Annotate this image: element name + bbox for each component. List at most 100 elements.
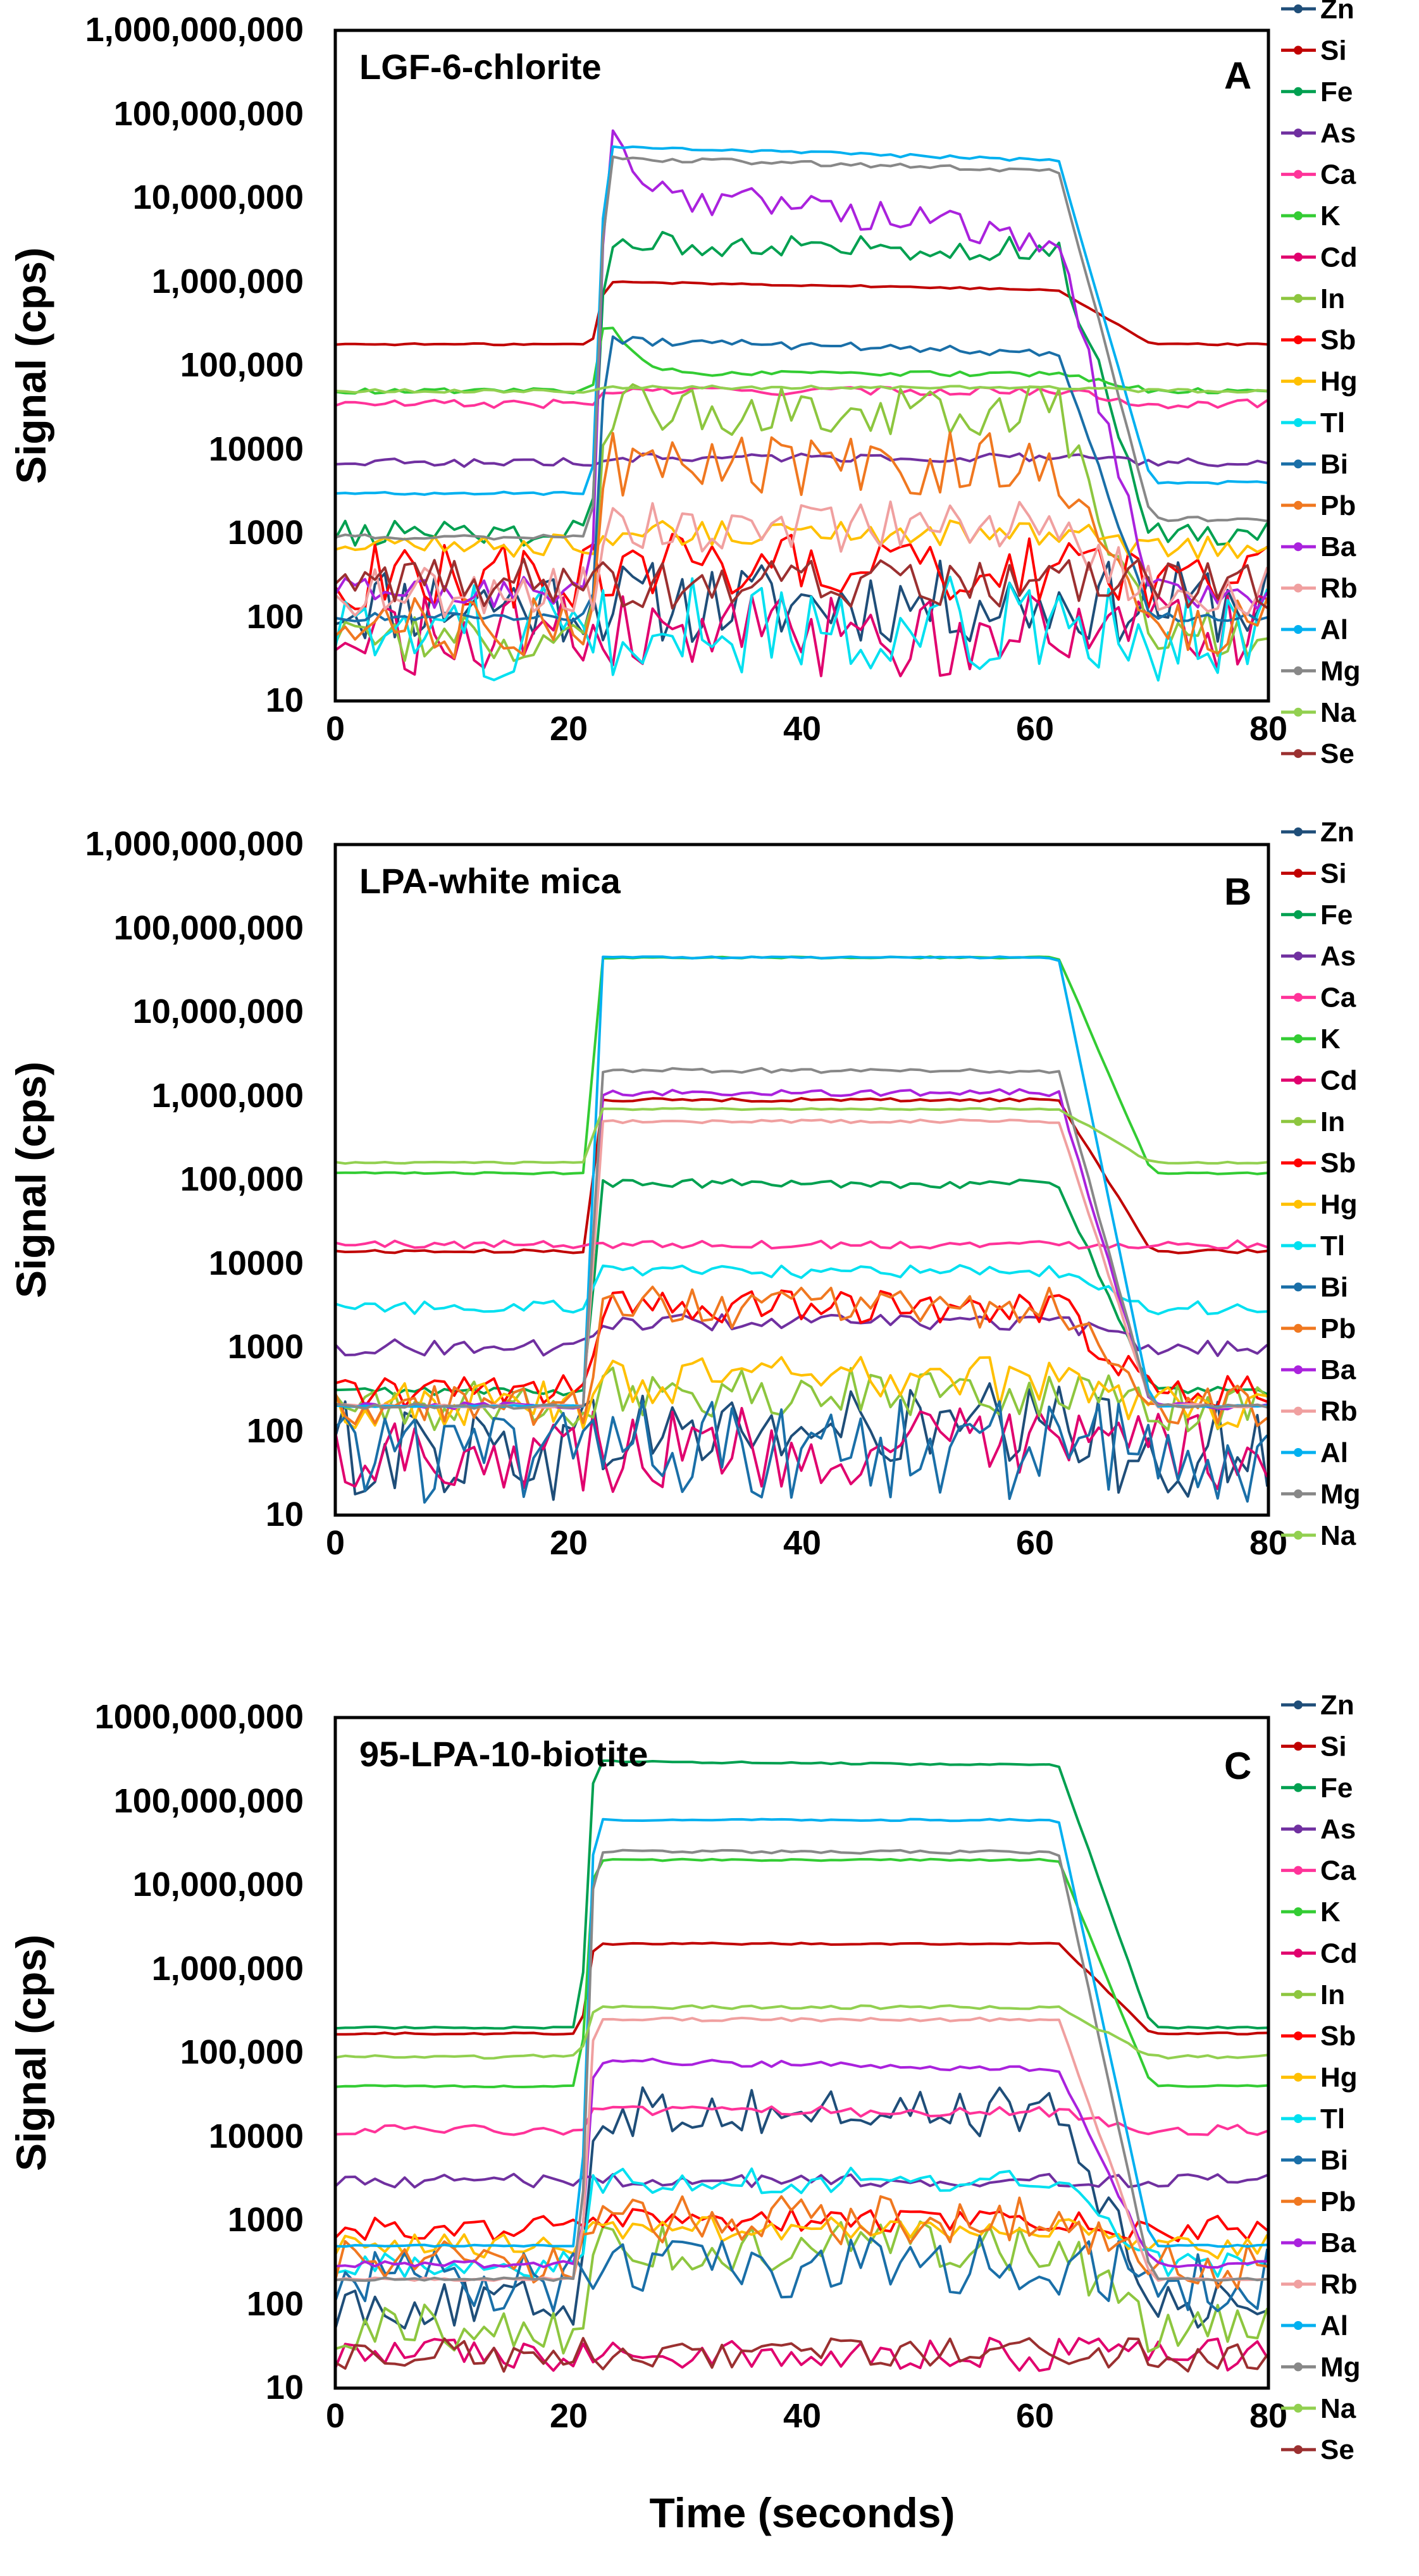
legend-item-rb: Rb: [1281, 2269, 1358, 2300]
legend-label: Zn: [1320, 1690, 1354, 1721]
legend-marker: [1294, 869, 1303, 878]
legend-item-na: Na: [1281, 2393, 1356, 2424]
legend-label: Se: [1320, 738, 1354, 769]
panel-c-legend: Zn Si Fe As Ca K Cd In Sb Hg Tl Bi Pb Ba Rb Al Mg Na Se: [1281, 1690, 1361, 2465]
legend-marker: [1294, 2362, 1303, 2372]
legend-item-as: As: [1281, 941, 1356, 972]
y-tick-label: 10,000,000: [133, 1866, 304, 1904]
legend-marker: [1294, 418, 1303, 427]
legend-marker: [1294, 2196, 1303, 2206]
legend-item-fe: Fe: [1281, 1773, 1353, 1804]
legend-marker: [1294, 993, 1303, 1002]
panel-c-y-axis: 10 100 1000 10000 100,000 1,000,000 10,0…: [95, 1698, 304, 2406]
y-tick-label: 100,000,000: [114, 95, 304, 133]
legend-marker: [1294, 951, 1303, 961]
legend-label: Si: [1320, 35, 1347, 66]
series-line-tl: [335, 1264, 1268, 1316]
legend-item-rb: Rb: [1281, 573, 1358, 604]
legend-label: K: [1320, 201, 1341, 232]
legend-marker: [1294, 211, 1303, 220]
series-line-zn: [334, 2086, 1268, 2330]
legend-marker: [1294, 2403, 1303, 2413]
legend-item-tl: Tl: [1281, 2103, 1345, 2134]
series-line-sb: [334, 533, 1268, 610]
series-line-hg: [335, 519, 1268, 560]
series-line-mg: [335, 1848, 1268, 2282]
legend-item-in: In: [1281, 283, 1345, 314]
legend-label: Si: [1320, 858, 1347, 889]
panel-c-title: 95-LPA-10-biotite: [359, 1734, 648, 1774]
y-tick-label: 10000: [209, 2117, 304, 2155]
legend-item-pb: Pb: [1281, 490, 1356, 521]
legend-label: Se: [1320, 2434, 1354, 2465]
x-tick-label: 60: [1016, 710, 1054, 748]
legend-label: Bi: [1320, 1272, 1348, 1303]
legend-label: Sb: [1320, 1148, 1356, 1179]
y-tick-label: 100: [247, 1412, 304, 1450]
legend-label: Rb: [1320, 2269, 1358, 2300]
legend-label: Al: [1320, 2310, 1348, 2341]
legend-marker: [1294, 4, 1303, 13]
legend-marker: [1294, 1948, 1303, 1958]
legend-marker: [1294, 1158, 1303, 1168]
legend-label: Cd: [1320, 242, 1358, 273]
legend-marker: [1294, 500, 1303, 510]
legend-marker: [1294, 1282, 1303, 1292]
series-line-si: [335, 1941, 1268, 2036]
legend-label: Na: [1320, 697, 1356, 728]
legend-label: As: [1320, 118, 1356, 149]
legend-label: Al: [1320, 614, 1348, 645]
legend-label: Rb: [1320, 573, 1358, 604]
y-tick-label: 1000: [228, 514, 304, 552]
series-line-pb: [334, 431, 1269, 659]
legend-marker: [1294, 1365, 1303, 1375]
legend-marker: [1294, 1406, 1303, 1416]
legend-item-bi: Bi: [1281, 1272, 1348, 1303]
legend-marker: [1294, 2321, 1303, 2330]
legend-label: Tl: [1320, 1230, 1345, 1261]
legend-item-hg: Hg: [1281, 366, 1358, 397]
y-tick-label: 10: [266, 1495, 304, 1533]
legend-item-al: Al: [1281, 2310, 1348, 2341]
y-tick-label: 1000: [228, 1328, 304, 1366]
y-tick-label: 1000,000,000: [95, 1698, 304, 1736]
legend-marker: [1294, 1241, 1303, 1250]
x-tick-label: 80: [1249, 1524, 1287, 1562]
legend-item-si: Si: [1281, 1731, 1347, 1762]
legend-marker: [1294, 1199, 1303, 1209]
legend-item-si: Si: [1281, 858, 1347, 889]
series-line-in: [334, 1366, 1268, 1433]
legend-marker: [1294, 335, 1303, 345]
legend-item-as: As: [1281, 1814, 1356, 1845]
legend-marker: [1294, 2072, 1303, 2082]
legend-label: In: [1320, 1106, 1345, 1137]
legend-label: Bi: [1320, 449, 1348, 480]
legend-label: Al: [1320, 1437, 1348, 1468]
legend-marker: [1294, 1866, 1303, 1875]
series-line-pb: [334, 2195, 1268, 2290]
legend-item-cd: Cd: [1281, 1065, 1358, 1096]
legend-item-ba: Ba: [1281, 531, 1356, 562]
legend-label: Sb: [1320, 2021, 1356, 2052]
legend-item-fe: Fe: [1281, 900, 1353, 931]
legend-marker: [1294, 749, 1303, 759]
series-line-si: [335, 1097, 1268, 1254]
legend-item-si: Si: [1281, 35, 1347, 66]
legend-marker: [1294, 1990, 1303, 1999]
legend-label: Hg: [1320, 1189, 1358, 1220]
legend-marker: [1294, 459, 1303, 469]
y-tick-label: 10,000,000: [133, 178, 304, 216]
x-tick-label: 60: [1016, 2397, 1054, 2435]
x-tick-label: 80: [1249, 710, 1287, 748]
series-line-si: [335, 280, 1268, 347]
legend-marker: [1294, 294, 1303, 303]
legend-item-k: K: [1281, 1897, 1341, 1928]
series-line-sb: [335, 1289, 1268, 1408]
y-tick-label: 100,000,000: [114, 909, 304, 947]
legend-label: In: [1320, 283, 1345, 314]
panel-b-plot-frame: [333, 843, 1270, 1517]
legend-item-ca: Ca: [1281, 1855, 1356, 1886]
series-line-bi: [335, 335, 1268, 622]
series-line-tl: [335, 2167, 1268, 2279]
